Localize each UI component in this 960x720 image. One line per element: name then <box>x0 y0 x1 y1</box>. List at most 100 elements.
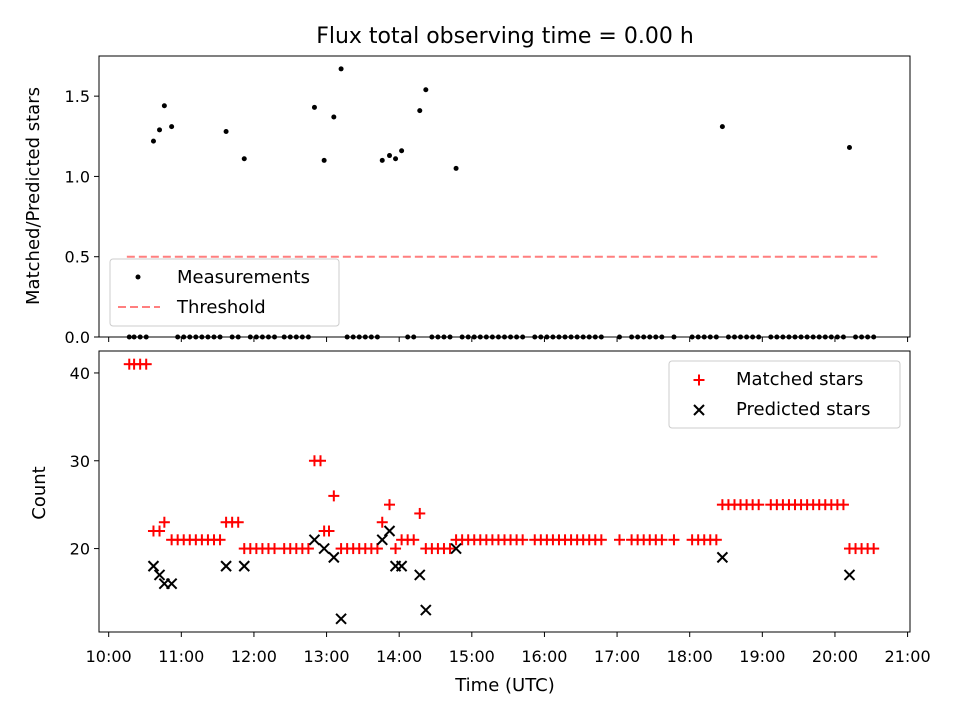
bottom-y-axis-label: Count <box>29 466 50 519</box>
predicted-star-marker-b <box>328 551 340 564</box>
bottom-plot-frame <box>98 350 911 633</box>
bottom-x-tick-label: 21:00 <box>885 647 931 666</box>
predicted-star-marker-b <box>238 560 250 572</box>
measurement-point <box>846 145 852 151</box>
matched-star-marker <box>154 525 166 537</box>
measurement-point <box>719 124 725 130</box>
matched-star-marker <box>868 543 880 555</box>
predicted-star-marker-b <box>414 569 426 581</box>
matched-star-marker <box>390 543 402 555</box>
bottom-legend: Matched stars Predicted stars <box>668 360 901 429</box>
measurement-point <box>399 148 405 154</box>
measurement-point <box>321 157 327 163</box>
predicted-star-marker <box>383 525 396 537</box>
top-legend-box <box>109 258 340 327</box>
legend-predicted-marker-b <box>693 404 705 416</box>
bottom-x-tick-label: 17:00 <box>594 647 640 666</box>
matched-star-marker <box>414 507 426 519</box>
predicted-star-marker-b <box>843 569 856 581</box>
bottom-y-tick-label: 30 <box>70 452 90 471</box>
bottom-x-tick-label: 18:00 <box>667 647 713 666</box>
legend-measurements-marker <box>135 274 141 280</box>
bottom-y-tick-label: 20 <box>70 540 90 559</box>
bottom-x-tick-label: 13:00 <box>304 647 350 666</box>
legend-predicted-marker <box>693 404 705 416</box>
bottom-x-tick-label: 10:00 <box>86 647 132 666</box>
matched-star-marker <box>328 490 340 502</box>
predicted-star-marker <box>153 569 166 581</box>
matched-star-marker <box>384 499 396 511</box>
matched-star-marker <box>232 516 244 528</box>
measurement-point <box>241 156 247 162</box>
matched-star-marker <box>408 534 420 546</box>
predicted-star-marker <box>238 560 250 572</box>
top-y-tick-label: 0.5 <box>65 248 90 267</box>
bottom-legend-box <box>668 360 901 429</box>
measurement-point <box>417 108 423 114</box>
bottom-plot-area: 20 30 40 10:00 11:00 12:00 13:00 14:00 15:00 16:0… <box>70 350 931 666</box>
predicted-star-marker <box>843 569 856 581</box>
measurement-point <box>157 127 163 133</box>
legend-measurements-label: Measurements <box>177 267 310 288</box>
top-chart-title: Flux total observing time = 0.00 h <box>316 24 694 49</box>
matched-star-marker <box>302 543 314 555</box>
predicted-star-marker <box>318 542 330 555</box>
measurement-point <box>161 103 167 109</box>
top-y-tick-label: 1.0 <box>65 167 90 186</box>
top-legend: Measurements Threshold <box>109 258 340 327</box>
matched-star-marker <box>710 534 722 546</box>
bottom-x-tick-label: 19:00 <box>739 647 785 666</box>
legend-threshold-label: Threshold <box>176 297 266 318</box>
predicted-star-marker-b <box>376 534 388 546</box>
top-plot-area: 0.0 0.5 1.0 1.5 Measurements Threshold <box>65 55 911 347</box>
predicted-star-marker-b <box>395 560 408 572</box>
top-y-tick-label: 0.0 <box>65 328 90 347</box>
measurement-point <box>393 156 399 162</box>
matched-star-marker <box>753 499 765 511</box>
predicted-star-marker-b <box>308 534 321 546</box>
predicted-star-marker-b <box>318 542 330 555</box>
matched-star-marker <box>214 534 226 546</box>
matched-star-marker <box>323 525 335 537</box>
matched-star-marker <box>668 534 680 546</box>
predicted-star-marker <box>308 534 321 546</box>
matched-star-marker <box>376 516 388 528</box>
bottom-x-tick-label: 14:00 <box>376 647 422 666</box>
bottom-x-tick-label: 15:00 <box>449 647 495 666</box>
predicted-star-marker-b <box>420 604 432 616</box>
predicted-star-marker <box>414 569 426 581</box>
matched-star-marker <box>595 534 607 546</box>
predicted-star-marker-b <box>383 525 396 537</box>
predicted-star-marker-b <box>716 551 729 564</box>
measurement-point <box>453 165 459 171</box>
predicted-star-marker <box>395 560 408 572</box>
measurement-point <box>169 124 175 130</box>
bottom-x-tick-label: 12:00 <box>231 647 277 666</box>
legend-matched-label: Matched stars <box>736 369 863 390</box>
top-plot-frame <box>98 55 911 338</box>
bottom-x-tick-label: 20:00 <box>812 647 858 666</box>
predicted-star-marker <box>220 560 232 572</box>
predicted-star-marker-b <box>165 577 178 590</box>
measurement-point <box>379 157 385 163</box>
measurement-point <box>387 153 393 159</box>
measurement-point <box>223 128 229 134</box>
matched-star-marker <box>315 455 327 467</box>
bottom-x-axis-label: Time (UTC) <box>454 675 555 696</box>
matched-star-marker <box>158 516 170 528</box>
matched-star-marker <box>140 358 152 370</box>
predicted-star-marker <box>335 613 347 625</box>
bottom-x-tick-label: 16:00 <box>521 647 567 666</box>
predicted-star-marker <box>716 551 729 564</box>
predicted-star-marker-b <box>220 560 232 572</box>
measurement-point <box>331 114 337 120</box>
predicted-star-marker <box>450 542 462 555</box>
predicted-star-marker <box>147 560 160 572</box>
predicted-star-marker-b <box>335 613 347 625</box>
predicted-star-marker-b <box>153 569 166 581</box>
predicted-star-marker <box>420 604 432 616</box>
measurement-point <box>423 87 429 93</box>
top-y-axis-label: Matched/Predicted stars <box>23 87 44 305</box>
measurement-point <box>311 104 317 110</box>
matched-star-marker <box>517 534 529 546</box>
